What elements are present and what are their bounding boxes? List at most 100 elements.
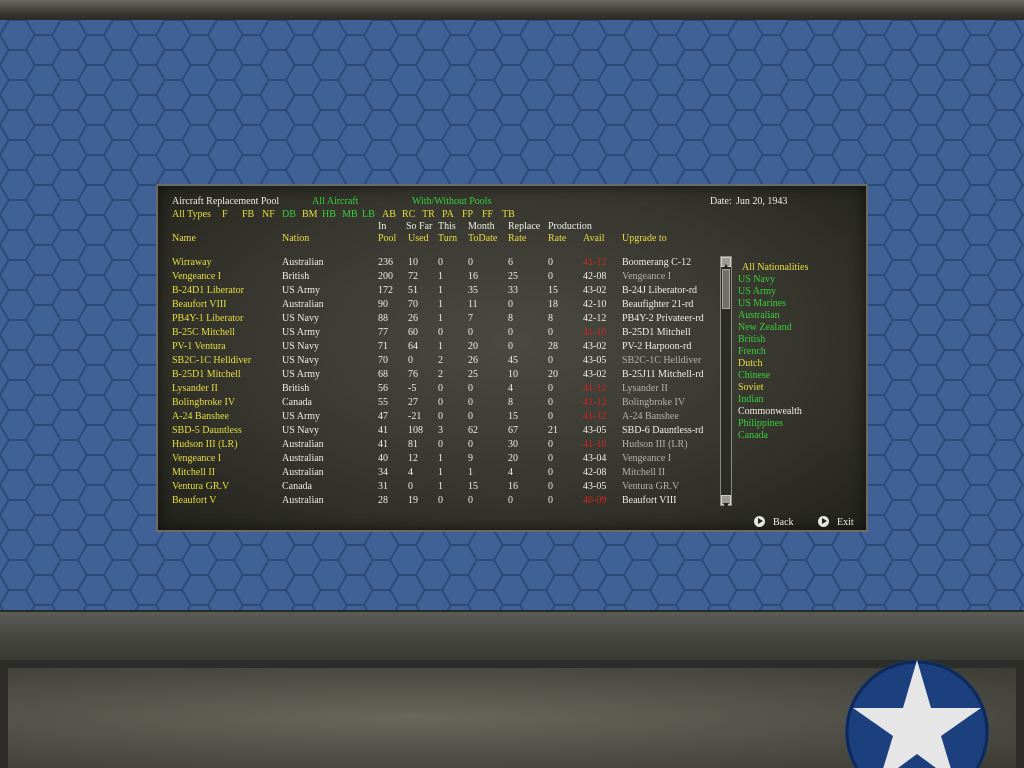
nationality-filter-item[interactable]: French [738,346,766,357]
cell-pool: 34 [378,467,388,478]
type-filter-hb[interactable]: HB [322,209,336,220]
cell-name: PB4Y-1 Liberator [172,313,244,324]
type-filter-fp[interactable]: FP [462,209,474,220]
cell-replace: 20 [508,453,518,464]
nationality-filter-item[interactable]: Canada [738,430,768,441]
all-aircraft-filter[interactable]: All Aircraft [312,196,359,207]
cell-used: 26 [408,313,418,324]
cell-month: 0 [468,383,473,394]
type-filter-pa[interactable]: PA [442,209,454,220]
nationality-filter-item[interactable]: British [738,334,766,345]
header-production-rate[interactable]: Rate [548,233,567,244]
type-filter-all[interactable]: All Types [172,209,211,220]
table-row[interactable]: Bolingbroke IV Canada 55 27 0 0 8 0 41-12 Bolingb… [158,396,718,410]
nationality-filter-item[interactable]: New Zealand [738,322,792,333]
table-row[interactable]: Mitchell II Australian 34 4 1 1 4 0 42-08 Mitchel… [158,466,718,480]
header-so-far-used[interactable]: Used [408,233,429,244]
nationality-filter-item[interactable]: Philippines [738,418,784,429]
nationality-filter-item[interactable]: Dutch [738,358,763,369]
header-month-top: Month [468,221,495,232]
cell-used: 12 [408,453,418,464]
table-row[interactable]: PV-1 Ventura US Navy 71 64 1 20 0 28 43-02 PV-2 H… [158,340,718,354]
header-this-turn[interactable]: Turn [438,233,458,244]
exit-label: Exit [837,517,854,528]
scroll-up-arrow-icon[interactable] [721,257,731,269]
nationality-filter-item[interactable]: US Marines [738,298,787,309]
cell-replace: 0 [508,299,513,310]
cell-used: 64 [408,341,418,352]
table-row[interactable]: SB2C-1C Helldiver US Navy 70 0 2 26 45 0 43-05 SB… [158,354,718,368]
table-row[interactable]: SBD-5 Dauntless US Navy 41 108 3 62 67 21 43-05 S… [158,424,718,438]
cell-replace: 8 [508,313,513,324]
scroll-thumb[interactable] [722,269,730,309]
cell-used: 10 [408,257,418,268]
nationality-filter-item[interactable]: US Navy [738,274,775,285]
type-filter-db[interactable]: DB [282,209,296,220]
nationality-filter-item[interactable]: Indian [738,394,764,405]
type-filter-ab[interactable]: AB [382,209,396,220]
scroll-down-arrow-icon[interactable] [721,495,731,508]
type-filter-fb[interactable]: FB [242,209,255,220]
table-row[interactable]: A-24 Banshee US Army 47 -21 0 0 15 0 41-12 A-24 B… [158,410,718,424]
cell-month: 11 [468,299,478,310]
table-row[interactable]: PB4Y-1 Liberator US Navy 88 26 1 7 8 8 42-12 PB4Y… [158,312,718,326]
type-filter-rc[interactable]: RC [402,209,416,220]
table-scrollbar[interactable] [720,256,732,508]
nationality-filter-item[interactable]: Chinese [738,370,771,381]
table-row[interactable]: B-24D1 Liberator US Army 172 51 1 35 33 15 43-02… [158,284,718,298]
cell-upgrade: Vengeance I [622,271,672,282]
nationality-filter-item[interactable]: US Army [738,286,777,297]
cell-used: 76 [408,369,418,380]
header-replace-rate[interactable]: Rate [508,233,527,244]
nationality-filter-item[interactable]: Soviet [738,382,764,393]
cell-turn: 1 [438,313,443,324]
cell-used: 72 [408,271,418,282]
table-row[interactable]: B-25C Mitchell US Army 77 60 0 0 0 0 41-10 B-25D1… [158,326,718,340]
cell-month: 0 [468,439,473,450]
cell-pool: 28 [378,495,388,506]
cell-upgrade: Bolingbroke IV [622,397,686,408]
with-without-pools-filter[interactable]: With/Without Pools [412,196,492,207]
cell-prod: 28 [548,341,558,352]
table-row[interactable]: Beaufort VIII Australian 90 70 1 11 0 18 42-10 Be… [158,298,718,312]
nationality-filter-item[interactable]: All Nationalities [742,262,809,273]
header-nation[interactable]: Nation [282,233,310,244]
cell-avail: 42-10 [583,299,607,310]
cell-pool: 55 [378,397,388,408]
nationality-filter-item[interactable]: Commonwealth [738,406,802,417]
cell-upgrade: Beaufort VIII [622,495,677,506]
table-row[interactable]: Beaufort V Australian 28 19 0 0 0 0 40-09 Beaufor… [158,494,718,508]
header-avail[interactable]: Avail [583,233,605,244]
table-row[interactable]: Ventura GR.V Canada 31 0 1 15 16 0 43-05 Ventura … [158,480,718,494]
cell-name: Vengeance I [172,271,222,282]
header-in-pool[interactable]: Pool [378,233,397,244]
back-button[interactable]: Back [754,516,794,529]
cell-replace: 6 [508,257,513,268]
cell-prod: 20 [548,369,558,380]
type-filter-nf[interactable]: NF [262,209,275,220]
type-filter-tb[interactable]: TB [502,209,515,220]
cell-nation: US Army [282,327,321,338]
table-row[interactable]: Vengeance I British 200 72 1 16 25 0 42-08 Vengea… [158,270,718,284]
type-filter-mb[interactable]: MB [342,209,358,220]
type-filter-bm[interactable]: BM [302,209,318,220]
table-row[interactable]: Lysander II British 56 -5 0 0 4 0 41-12 Lysander … [158,382,718,396]
type-filter-f[interactable]: F [222,209,228,220]
header-sofar-top: So Far [406,221,433,232]
header-name[interactable]: Name [172,233,196,244]
type-filter-tr[interactable]: TR [422,209,435,220]
table-row[interactable]: Wirraway Australian 236 10 0 0 6 0 41-12 Boomeran… [158,256,718,270]
table-row[interactable]: Hudson III (LR) Australian 41 81 0 0 30 0 41-10 H… [158,438,718,452]
cell-replace: 16 [508,481,518,492]
header-month-todate[interactable]: ToDate [468,233,498,244]
cell-pool: 41 [378,439,388,450]
table-row[interactable]: Vengeance I Australian 40 12 1 9 20 0 43-04 Venge… [158,452,718,466]
nationality-filter-item[interactable]: Australian [738,310,780,321]
cell-used: 0 [408,481,413,492]
header-upgrade-to[interactable]: Upgrade to [622,233,667,244]
exit-button[interactable]: Exit [818,516,854,529]
table-row[interactable]: B-25D1 Mitchell US Army 68 76 2 25 10 20 43-02 B-… [158,368,718,382]
type-filter-ff[interactable]: FF [482,209,494,220]
arrow-right-icon [818,516,829,527]
type-filter-lb[interactable]: LB [362,209,375,220]
